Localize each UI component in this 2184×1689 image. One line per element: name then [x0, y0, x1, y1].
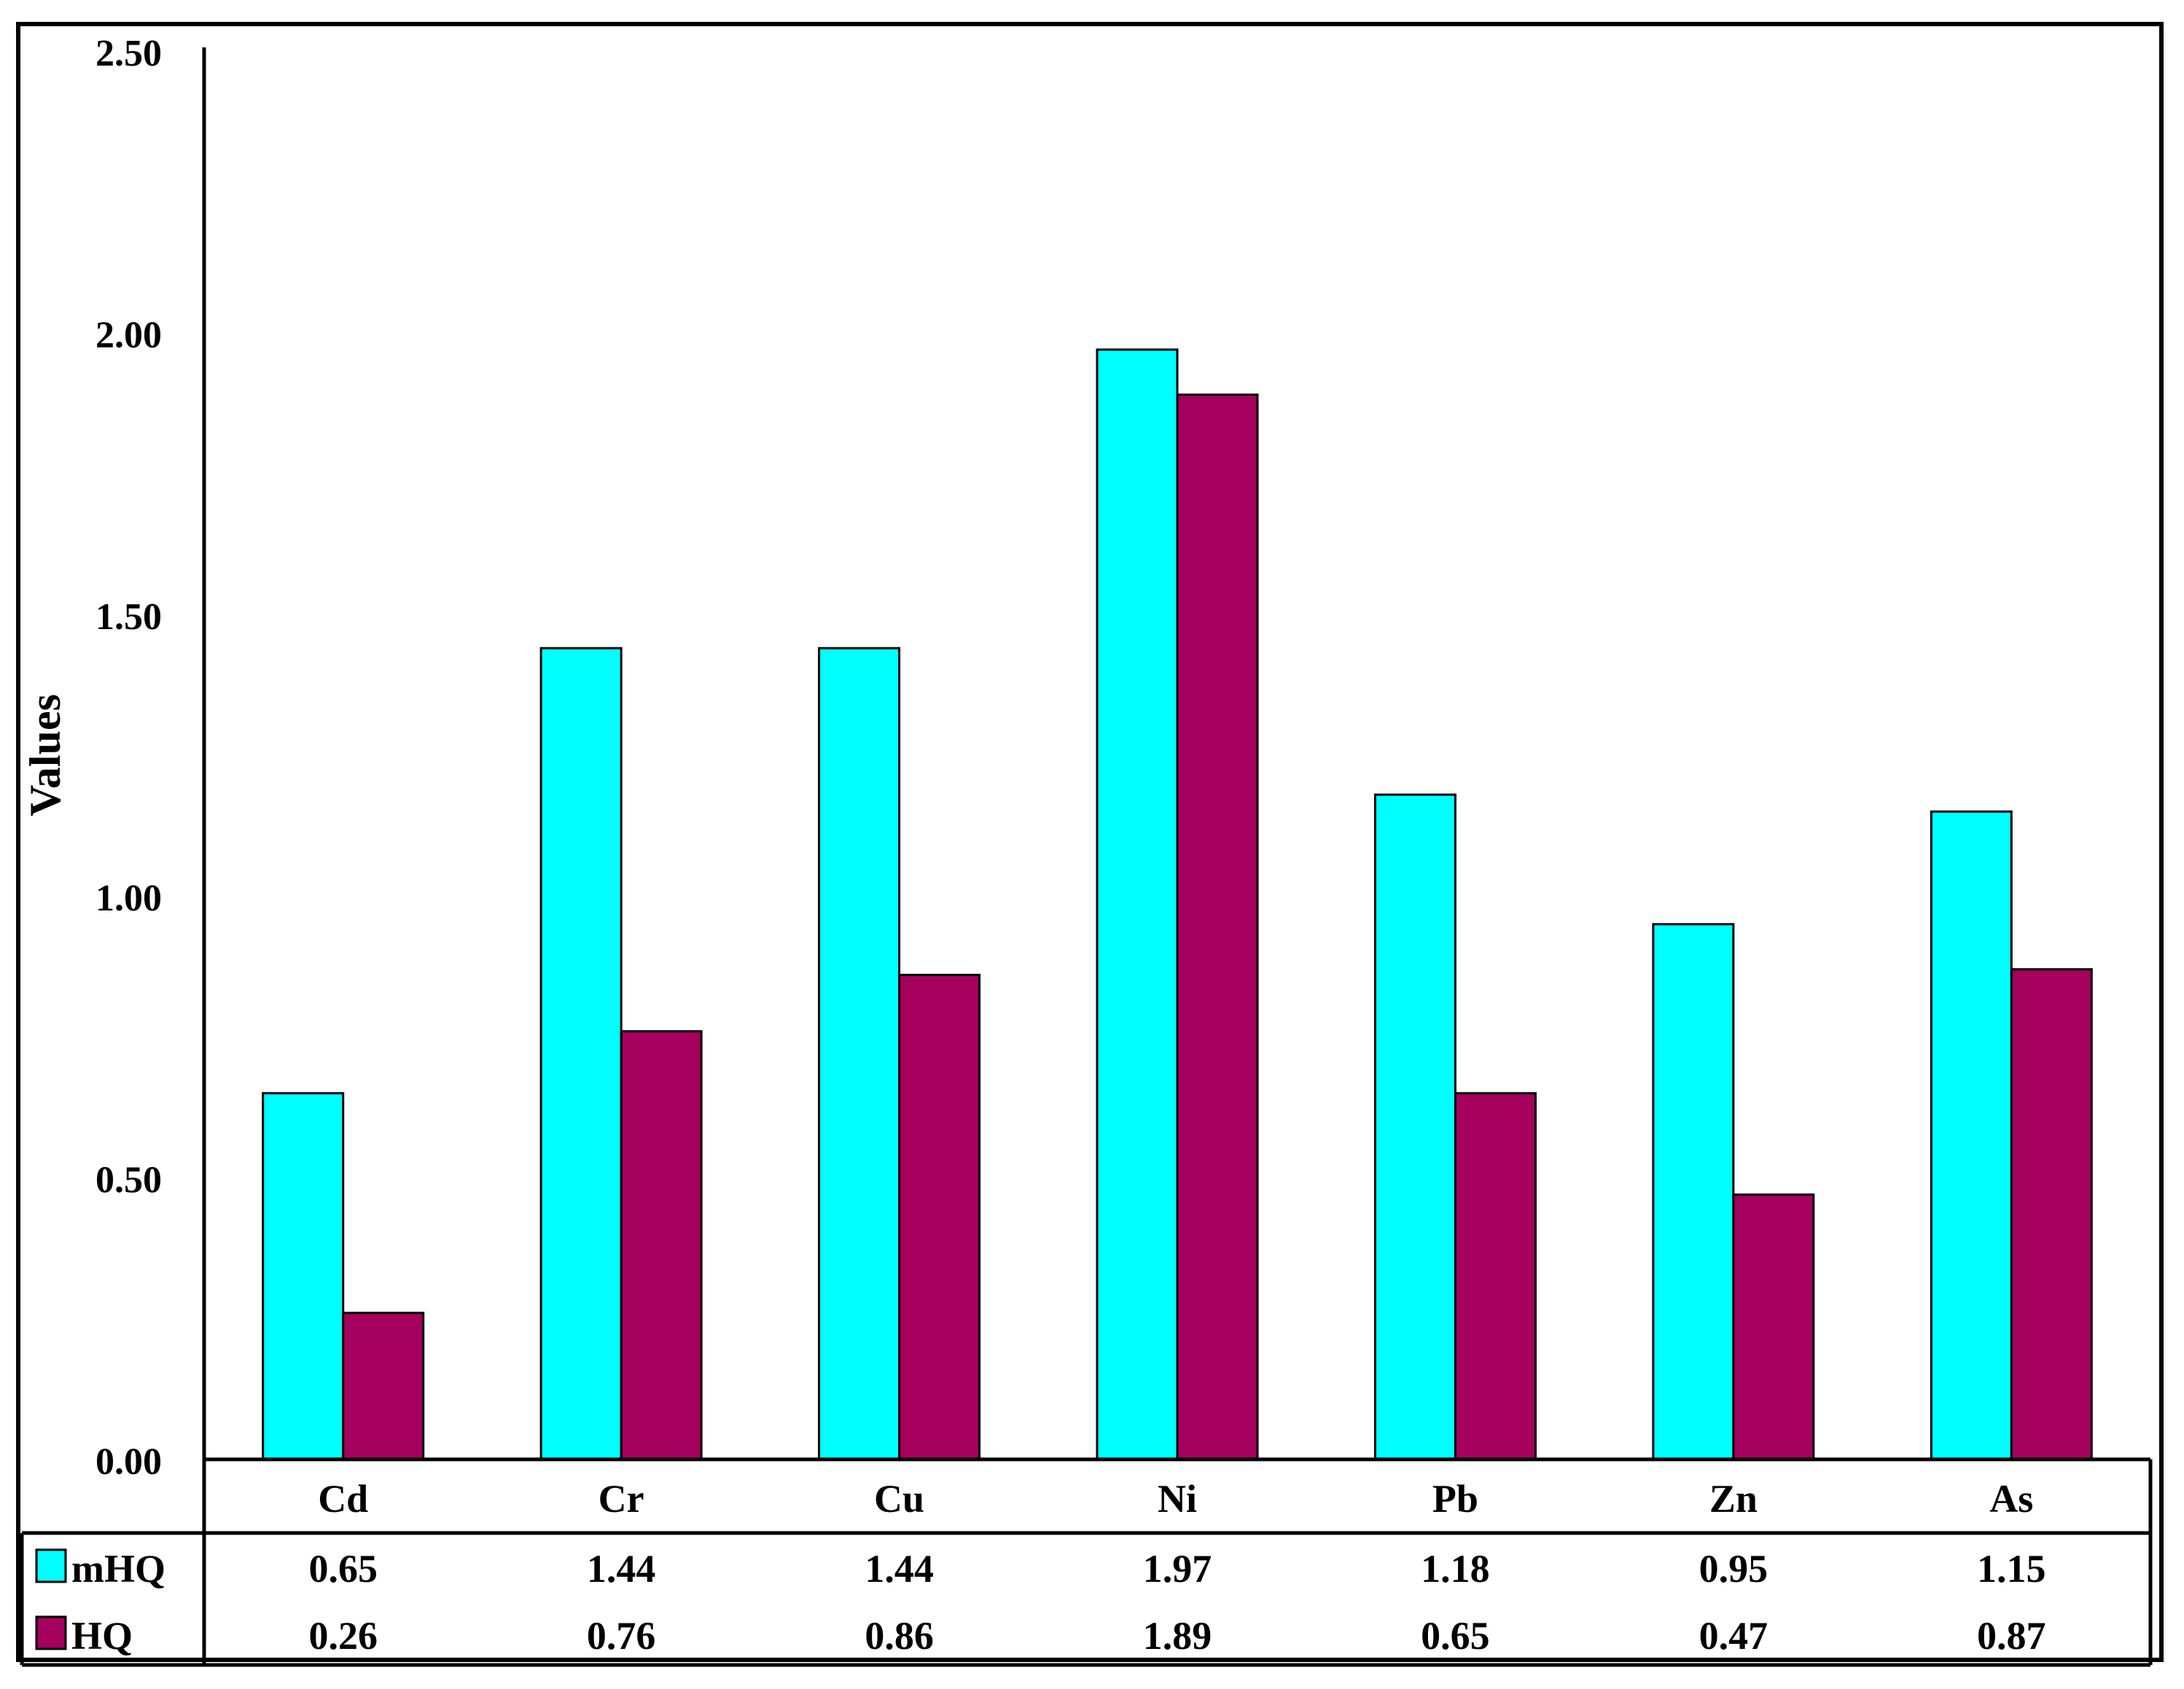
category-label-cd: Cd — [318, 1477, 368, 1521]
y-tick-label: 0.50 — [95, 1160, 162, 1201]
table-value-hq-cd: 0.26 — [308, 1614, 378, 1658]
y-tick-label: 1.50 — [95, 596, 162, 638]
bar-mhq-pb — [1373, 793, 1456, 1461]
table-value-mhq-pb: 1.18 — [1421, 1547, 1490, 1591]
table-value-mhq-as: 1.15 — [1977, 1547, 2046, 1591]
bar-hq-cr — [620, 1030, 703, 1461]
table-value-mhq-cd: 0.65 — [308, 1547, 378, 1591]
table-value-hq-ni: 1.89 — [1143, 1614, 1212, 1658]
table-value-mhq-cr: 1.44 — [587, 1547, 656, 1591]
bar-mhq-ni — [1096, 348, 1179, 1461]
category-label-cr: Cr — [598, 1477, 644, 1521]
bar-mhq-as — [1930, 810, 2013, 1461]
bar-hq-as — [2010, 968, 2093, 1461]
legend-label-mhq: mHQ — [71, 1547, 165, 1591]
legend-swatch-hq — [35, 1615, 67, 1650]
labels-layer: 0.00 0.50 1.00 1.50 2.00 2.50 Values Cd Cr Cu Ni Pb… — [21, 33, 2046, 1658]
bar-hq-zn — [1732, 1193, 1815, 1461]
legend-swatch-mhq — [35, 1548, 67, 1583]
bar-mhq-cr — [539, 647, 623, 1461]
y-tick-label: 1.00 — [95, 878, 162, 919]
table-value-hq-pb: 0.65 — [1421, 1614, 1490, 1658]
bars-layer — [262, 348, 2093, 1461]
category-label-zn: Zn — [1709, 1477, 1758, 1521]
axes-layer — [20, 47, 2153, 1667]
bar-hq-cd — [342, 1311, 425, 1461]
legend-label-hq: HQ — [71, 1614, 133, 1658]
table-value-hq-zn: 0.47 — [1699, 1614, 1768, 1658]
bar-hq-ni — [1176, 393, 1259, 1461]
bar-hq-cu — [898, 973, 981, 1461]
category-label-as: As — [1989, 1477, 2033, 1521]
y-tick-label: 2.00 — [95, 314, 162, 356]
y-tick-label: 0.00 — [95, 1441, 162, 1483]
y-axis-label: Values — [21, 694, 69, 816]
y-tick-label: 2.50 — [95, 33, 162, 74]
category-label-ni: Ni — [1158, 1477, 1197, 1521]
chart-frame — [16, 22, 2164, 1662]
table-value-mhq-cu: 1.44 — [865, 1547, 934, 1591]
bar-mhq-cd — [262, 1092, 345, 1461]
bar-hq-pb — [1454, 1092, 1537, 1461]
table-value-hq-as: 0.87 — [1977, 1614, 2046, 1658]
bar-mhq-zn — [1652, 923, 1735, 1461]
table-value-hq-cr: 0.76 — [587, 1614, 656, 1658]
table-value-mhq-zn: 0.95 — [1699, 1547, 1768, 1591]
bar-mhq-cu — [818, 647, 901, 1461]
category-label-cu: Cu — [874, 1477, 924, 1521]
category-label-pb: Pb — [1432, 1477, 1478, 1521]
table-value-mhq-ni: 1.97 — [1143, 1547, 1212, 1591]
table-value-hq-cu: 0.86 — [865, 1614, 934, 1658]
